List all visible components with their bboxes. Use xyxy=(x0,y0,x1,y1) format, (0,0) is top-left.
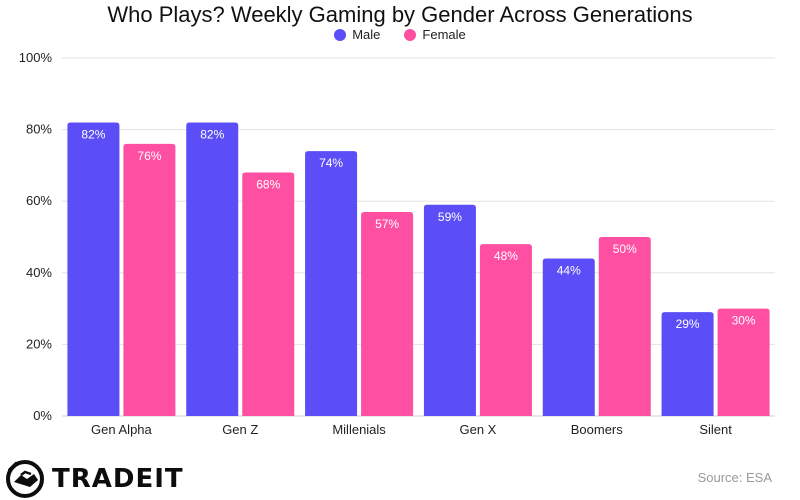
bar-value-label: 57% xyxy=(375,217,399,231)
x-category-label: Boomers xyxy=(571,422,624,437)
legend-item-male: Male xyxy=(334,27,380,42)
legend-item-female: Female xyxy=(404,27,466,42)
y-tick-label: 40% xyxy=(26,265,52,280)
y-tick-label: 80% xyxy=(26,122,52,137)
legend-swatch-female xyxy=(404,28,417,41)
bar-value-label: 44% xyxy=(557,263,581,277)
bar-female xyxy=(598,237,651,416)
x-category-label: Millenials xyxy=(332,422,386,437)
bar-chart: 0% 20% 40% 60% 80% 100% 82% 76% 82% 68% 74% 57% 59%… xyxy=(19,50,775,437)
bar-male xyxy=(186,122,239,416)
bar-value-label: 82% xyxy=(81,127,105,141)
bar-male xyxy=(305,151,358,416)
bar-male xyxy=(423,204,476,416)
gridlines xyxy=(62,57,775,417)
bar-value-label: 29% xyxy=(676,317,700,331)
y-tick-label: 20% xyxy=(26,336,52,351)
source-note: Source: ESA xyxy=(697,470,772,485)
bar-value-label: 30% xyxy=(732,314,756,328)
bar-value-label: 82% xyxy=(200,127,224,141)
bar-value-label: 48% xyxy=(494,249,518,263)
legend-swatch-male xyxy=(334,28,347,41)
bar-female xyxy=(123,143,176,417)
x-axis-categories: Gen Alpha Gen Z Millenials Gen X Boomers Sile… xyxy=(91,422,732,437)
bar-female xyxy=(479,244,532,416)
y-axis-ticks: 0% 20% 40% 60% 80% 100% xyxy=(19,50,53,423)
bar-male xyxy=(67,122,120,416)
bar-female xyxy=(242,172,295,416)
bar-male xyxy=(542,258,595,416)
x-category-label: Gen X xyxy=(459,422,496,437)
bar-female xyxy=(361,211,414,416)
bar-value-label: 76% xyxy=(137,149,161,163)
y-tick-label: 100% xyxy=(19,50,53,65)
footer: TRADEIT Source: ESA xyxy=(0,456,800,500)
legend-label-female: Female xyxy=(422,27,466,42)
x-category-label: Gen Alpha xyxy=(91,422,152,437)
y-tick-label: 60% xyxy=(26,193,52,208)
x-category-label: Silent xyxy=(699,422,732,437)
bar-value-label: 74% xyxy=(319,156,343,170)
legend-label-male: Male xyxy=(352,27,381,42)
legend: Male Female xyxy=(0,27,800,42)
bars: 82% 76% 82% 68% 74% 57% 59% 48% 44% 50% 29% 30% xyxy=(67,122,770,417)
bar-male xyxy=(661,312,714,416)
chart-title: Who Plays? Weekly Gaming by Gender Acros… xyxy=(107,2,693,27)
bar-value-label: 50% xyxy=(613,242,637,256)
bar-value-label: 68% xyxy=(256,178,280,192)
brand-name: TRADEIT xyxy=(52,464,184,494)
brand-logo: TRADEIT xyxy=(4,458,184,500)
bar-female xyxy=(717,308,770,416)
bar-value-label: 59% xyxy=(438,210,462,224)
handshake-icon xyxy=(6,460,44,498)
y-tick-label: 0% xyxy=(33,408,52,423)
x-category-label: Gen Z xyxy=(222,422,258,437)
